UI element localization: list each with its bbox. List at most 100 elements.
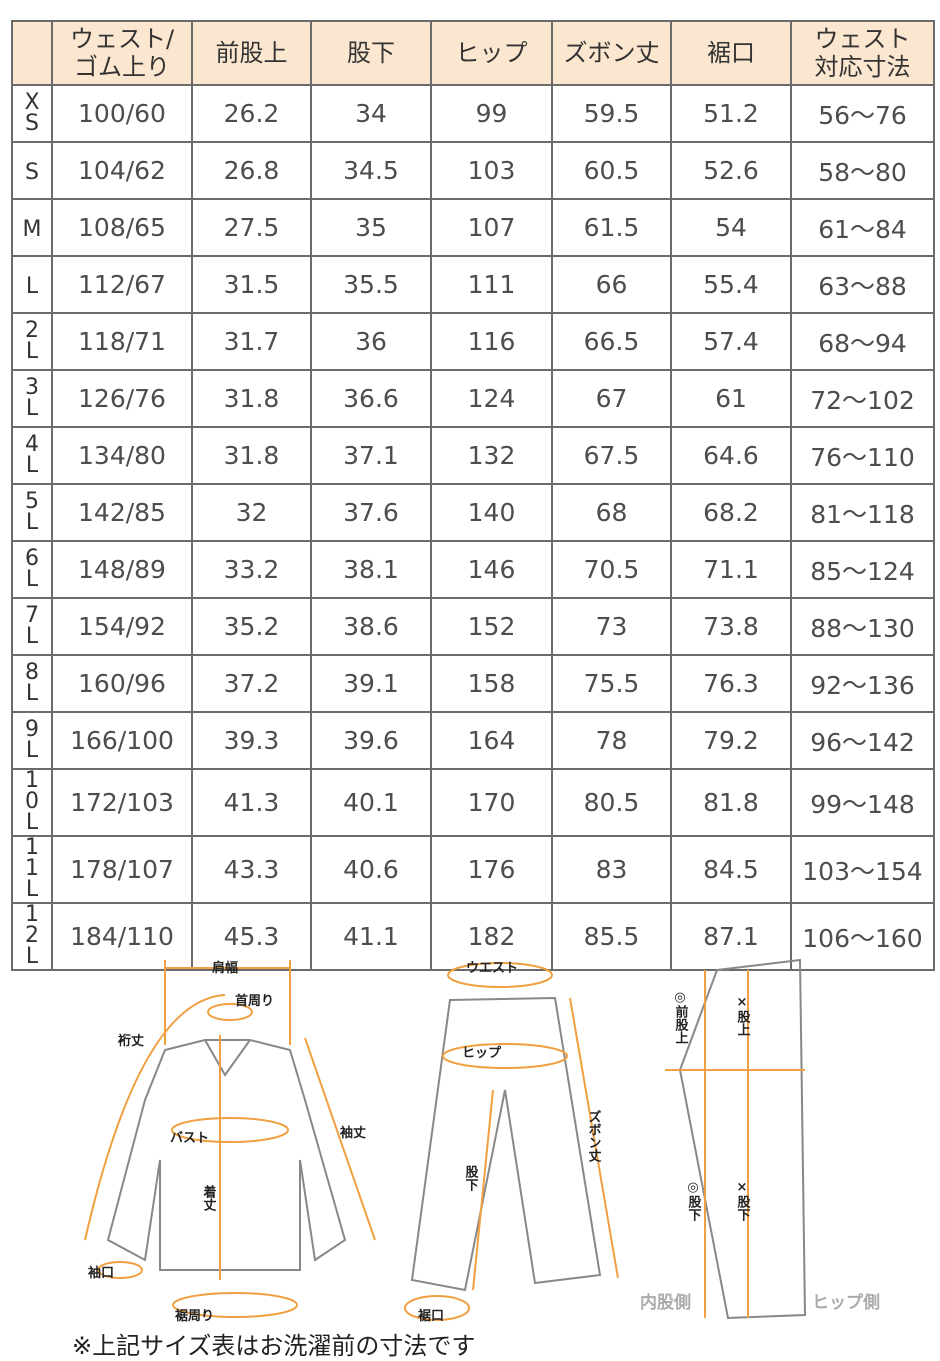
value-cell: 34: [310, 84, 432, 143]
column-header: 前股上: [191, 20, 312, 86]
value-cell: 96～142: [790, 711, 935, 770]
value-cell: 57.4: [670, 312, 792, 371]
size-cell: XS: [11, 84, 53, 143]
value-cell: 126/76: [51, 369, 193, 428]
size-cell: 9L: [11, 711, 53, 770]
value-cell: 112/67: [51, 255, 193, 314]
value-cell: 39.1: [310, 654, 432, 713]
label-rise: ×股上: [735, 995, 751, 1036]
value-cell: 37.6: [310, 483, 432, 542]
label-inseam-x: ×股下: [735, 1180, 751, 1222]
size-cell: 5L: [11, 483, 53, 542]
value-cell: 83: [551, 835, 672, 904]
size-cell: 11L: [11, 835, 53, 904]
value-cell: 40.6: [310, 835, 432, 904]
table-row: XS 100/60 26.2 34 99 59.5 51.2 56～76: [11, 84, 935, 143]
table-row: L 112/67 31.5 35.5 111 66 55.4 63～88: [11, 255, 935, 314]
side-measure-lines: [665, 970, 805, 1318]
value-cell: 39.3: [191, 711, 312, 770]
value-cell: 27.5: [191, 198, 312, 257]
value-cell: 182: [430, 902, 553, 971]
value-cell: 51.2: [670, 84, 792, 143]
value-cell: 68: [551, 483, 672, 542]
table-row: 12L 184/110 45.3 41.1 182 85.5 87.1 106～160: [11, 902, 935, 971]
value-cell: 88～130: [790, 597, 935, 656]
value-cell: 85.5: [551, 902, 672, 971]
value-cell: 68.2: [670, 483, 792, 542]
size-label: XS: [24, 89, 40, 136]
label-cuff: 袖口: [88, 1265, 114, 1281]
value-cell: 111: [430, 255, 553, 314]
size-cell: 2L: [11, 312, 53, 371]
value-cell: 142/85: [51, 483, 193, 542]
table-row: S 104/62 26.8 34.5 103 60.5 52.6 58～80: [11, 141, 935, 200]
label-pants-length: ズボン丈: [586, 1109, 602, 1163]
value-cell: 31.7: [191, 312, 312, 371]
size-label: L: [25, 274, 39, 299]
size-label: 7L: [25, 602, 39, 649]
column-header: ウェスト 対応寸法: [790, 20, 935, 86]
size-cell: 6L: [11, 540, 53, 599]
value-cell: 81.8: [670, 768, 792, 837]
value-cell: 39.6: [310, 711, 432, 770]
size-cell: 12L: [11, 902, 53, 971]
value-cell: 71.1: [670, 540, 792, 599]
label-inseam: 股下: [463, 1165, 479, 1192]
value-cell: 26.8: [191, 141, 312, 200]
value-cell: 148/89: [51, 540, 193, 599]
value-cell: 79.2: [670, 711, 792, 770]
value-cell: 158: [430, 654, 553, 713]
table-row: 10L 172/103 41.3 40.1 170 80.5 81.8 99～148: [11, 768, 935, 837]
size-cell: S: [11, 141, 53, 200]
table-row: M 108/65 27.5 35 107 61.5 54 61～84: [11, 198, 935, 257]
size-label: 8L: [25, 659, 39, 706]
value-cell: 178/107: [51, 835, 193, 904]
value-cell: 118/71: [51, 312, 193, 371]
value-cell: 92～136: [790, 654, 935, 713]
label-inseam-o: ◎股下: [686, 1180, 702, 1222]
label-waist: ウエスト: [466, 961, 518, 976]
value-cell: 72～102: [790, 369, 935, 428]
value-cell: 36: [310, 312, 432, 371]
value-cell: 76.3: [670, 654, 792, 713]
label-hip: ヒップ: [462, 1046, 502, 1061]
label-neck: 首周り: [235, 993, 274, 1009]
value-cell: 166/100: [51, 711, 193, 770]
value-cell: 134/80: [51, 426, 193, 485]
value-cell: 54: [670, 198, 792, 257]
value-cell: 60.5: [551, 141, 672, 200]
value-cell: 32: [191, 483, 312, 542]
value-cell: 154/92: [51, 597, 193, 656]
value-cell: 99: [430, 84, 553, 143]
size-cell: L: [11, 255, 53, 314]
size-cell: 3L: [11, 369, 53, 428]
value-cell: 78: [551, 711, 672, 770]
value-cell: 56～76: [790, 84, 935, 143]
shirt-outline: [106, 1039, 347, 1271]
label-sleeve: 袖丈: [340, 1125, 366, 1141]
value-cell: 33.2: [191, 540, 312, 599]
value-cell: 66.5: [551, 312, 672, 371]
table-row: 2L 118/71 31.7 36 116 66.5 57.4 68～94: [11, 312, 935, 371]
shirt-measure-lines: [84, 960, 376, 1318]
size-label: 4L: [25, 431, 39, 478]
table-row: 3L 126/76 31.8 36.6 124 67 61 72～102: [11, 369, 935, 428]
value-cell: 66: [551, 255, 672, 314]
label-yuki: 裄丈: [117, 1033, 144, 1049]
label-shoulder: 肩幅: [212, 960, 238, 976]
size-cell: 4L: [11, 426, 53, 485]
value-cell: 52.6: [670, 141, 792, 200]
value-cell: 103～154: [790, 835, 935, 904]
value-cell: 67.5: [551, 426, 672, 485]
table-row: 11L 178/107 43.3 40.6 176 83 84.5 103～154: [11, 835, 935, 904]
value-cell: 31.8: [191, 369, 312, 428]
size-label: 12L: [25, 902, 39, 969]
column-header: 股下: [310, 20, 432, 86]
value-cell: 37.1: [310, 426, 432, 485]
value-cell: 184/110: [51, 902, 193, 971]
value-cell: 172/103: [51, 768, 193, 837]
value-cell: 64.6: [670, 426, 792, 485]
size-label: S: [25, 160, 39, 185]
size-label: 6L: [25, 545, 39, 592]
value-cell: 73.8: [670, 597, 792, 656]
